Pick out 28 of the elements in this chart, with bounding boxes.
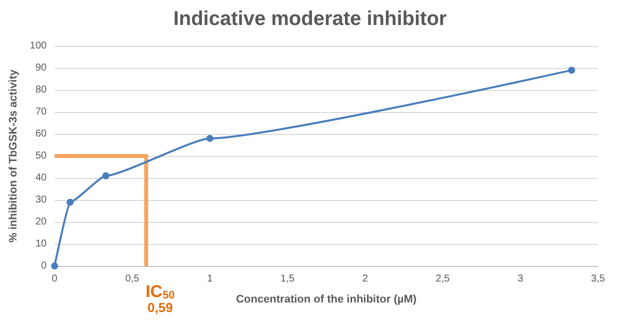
- chart-title: Indicative moderate inhibitor: [173, 8, 447, 30]
- annotation: 0,59: [148, 300, 173, 315]
- y-tick-label: 60: [35, 128, 48, 140]
- point: [51, 262, 58, 270]
- x-tick-label: 3,5: [591, 274, 606, 284]
- x-axis-title: Concentration of the inhibitor (µM): [236, 294, 417, 306]
- point: [568, 66, 576, 74]
- y-tick-label: 30: [35, 194, 48, 206]
- x-tick-label: 0,5: [125, 274, 140, 284]
- y-tick-label: 70: [35, 106, 48, 118]
- x-tick-label: 2: [362, 274, 368, 284]
- point: [66, 198, 74, 206]
- y-axis-title: % inhibition of TbGSK-3s activity: [8, 68, 20, 242]
- y-tick-label: 10: [35, 238, 48, 250]
- y-tick-label: 20: [35, 216, 48, 228]
- point: [206, 134, 214, 142]
- x-tick-label: 0: [52, 274, 58, 284]
- y-tick-label: 0: [41, 260, 48, 272]
- x-tick-label: 2,5: [436, 274, 450, 284]
- y-tick-label: 50: [35, 150, 48, 162]
- y-tick-label: 40: [35, 172, 48, 184]
- x-tick-label: 1,5: [280, 274, 295, 284]
- x-tick-label: 3: [518, 274, 524, 284]
- y-tick-label: 90: [35, 62, 48, 74]
- y-tick-label: 80: [35, 84, 48, 96]
- y-tick-label: 100: [30, 40, 48, 52]
- x-tick-label: 1: [207, 274, 214, 284]
- point: [102, 172, 110, 180]
